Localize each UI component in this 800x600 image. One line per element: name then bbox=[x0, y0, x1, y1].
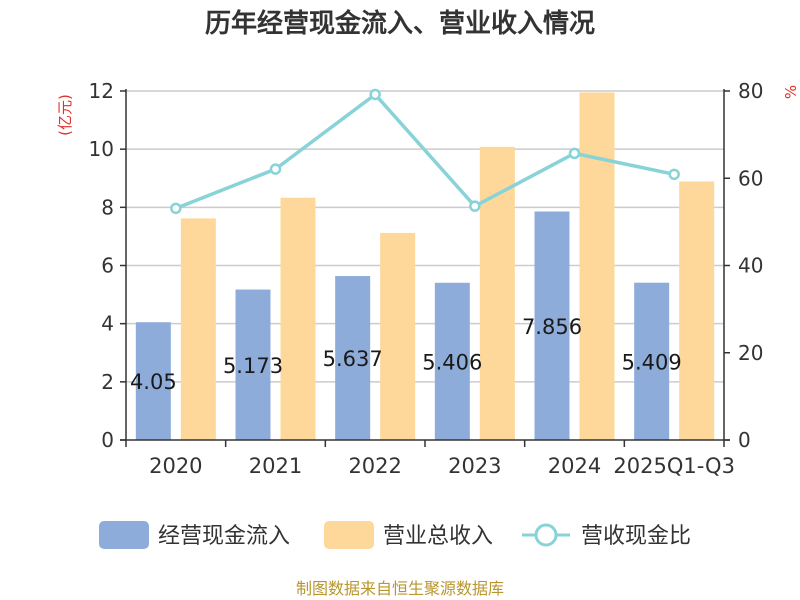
left-axis-tick-label: 10 bbox=[89, 137, 114, 161]
data-label-cash-inflow: 5.637 bbox=[323, 347, 383, 371]
data-label-cash-inflow: 5.173 bbox=[223, 354, 283, 378]
right-axis-unit: % bbox=[782, 85, 800, 99]
axes: 0 2 4 6 8 10 12 0 20 40 60 80 2020 2021 2022 2023 2024 20… bbox=[89, 79, 764, 478]
x-axis-tick-label: 2022 bbox=[348, 454, 401, 478]
left-axis-tick-label: 6 bbox=[101, 254, 114, 278]
bar-cash-inflow[interactable] bbox=[434, 282, 470, 440]
legend-swatch-revenue[interactable] bbox=[324, 521, 374, 549]
chart-title: 历年经营现金流入、营业收入情况 bbox=[205, 8, 595, 39]
bar-cash-inflow[interactable] bbox=[335, 276, 371, 440]
bar-cash-inflow[interactable] bbox=[135, 322, 171, 440]
bar-total-revenue[interactable] bbox=[579, 92, 615, 441]
bar-cash-inflow[interactable] bbox=[534, 211, 570, 440]
legend-swatch-ratio-marker[interactable] bbox=[534, 523, 558, 547]
x-axis-tick-label: 2025Q1-Q3 bbox=[613, 454, 735, 478]
legend-label-revenue[interactable]: 营业总收入 bbox=[383, 524, 493, 549]
legend: 经营现金流入 营业总收入 营收现金比 bbox=[99, 521, 691, 549]
right-axis-tick-label: 60 bbox=[738, 166, 763, 190]
data-label-cash-inflow: 7.856 bbox=[522, 315, 582, 339]
x-axis-tick-label: 2021 bbox=[249, 454, 302, 478]
left-axis-tick-label: 4 bbox=[101, 312, 114, 336]
bar-cash-inflow[interactable] bbox=[634, 282, 670, 440]
ratio-point[interactable] bbox=[170, 202, 182, 215]
bars bbox=[135, 92, 715, 441]
ratio-point[interactable] bbox=[568, 147, 581, 160]
legend-label-cash[interactable]: 经营现金流入 bbox=[158, 524, 290, 549]
left-axis-tick-label: 0 bbox=[101, 428, 114, 452]
left-axis-tick-label: 8 bbox=[101, 195, 114, 219]
bar-total-revenue[interactable] bbox=[380, 232, 416, 440]
ratio-point[interactable] bbox=[369, 88, 381, 101]
right-axis-tick-label: 80 bbox=[738, 79, 763, 103]
bar-total-revenue[interactable] bbox=[280, 197, 316, 440]
left-axis-unit: (亿元) bbox=[56, 94, 74, 136]
ratio-line-path bbox=[175, 92, 675, 210]
data-label-cash-inflow: 5.406 bbox=[422, 350, 482, 374]
legend-label-ratio[interactable]: 营收现金比 bbox=[581, 524, 691, 549]
data-label-cash-inflow: 5.409 bbox=[622, 350, 682, 374]
left-axis-tick-label: 12 bbox=[89, 79, 114, 103]
data-source-note: 制图数据来自恒生聚源数据库 bbox=[296, 579, 504, 598]
bar-total-revenue[interactable] bbox=[479, 146, 515, 440]
ratio-line bbox=[170, 88, 680, 215]
x-axis-tick-label: 2020 bbox=[149, 454, 202, 478]
right-axis-tick-label: 0 bbox=[738, 428, 751, 452]
bar-total-revenue[interactable] bbox=[180, 218, 216, 440]
ratio-point[interactable] bbox=[269, 163, 282, 175]
legend-swatch-cash[interactable] bbox=[99, 521, 149, 549]
bar-total-revenue[interactable] bbox=[679, 181, 715, 441]
left-axis-tick-label: 2 bbox=[101, 370, 114, 394]
right-axis-tick-label: 40 bbox=[738, 254, 763, 278]
ratio-point[interactable] bbox=[668, 168, 680, 181]
x-axis-tick-label: 2024 bbox=[548, 454, 601, 478]
right-axis-tick-label: 20 bbox=[738, 341, 763, 365]
data-label-cash-inflow: 4.05 bbox=[130, 370, 177, 394]
x-axis-tick-label: 2023 bbox=[448, 454, 501, 478]
data-labels: 4.05 5.173 5.637 5.406 7.856 5.409 bbox=[130, 315, 682, 394]
ratio-point[interactable] bbox=[469, 200, 481, 212]
bar-cash-inflow[interactable] bbox=[235, 289, 271, 440]
